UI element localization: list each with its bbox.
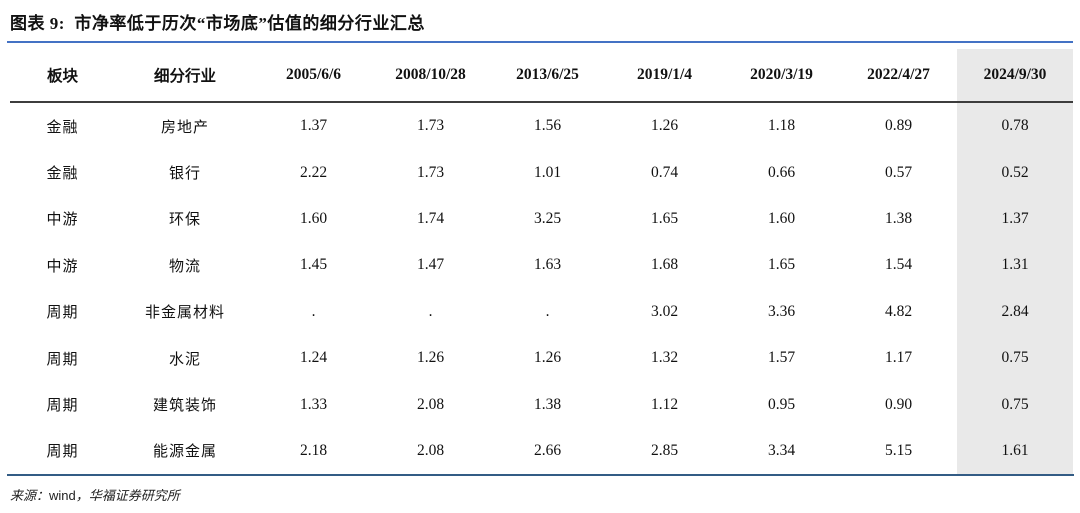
industry-cell: 非金属材料 bbox=[144, 305, 225, 322]
table-row: 周期 非金属材料... 3.02 3.36 4.82 2.84 bbox=[10, 288, 1073, 335]
value-cell: 1.60 bbox=[767, 209, 796, 227]
value-cell: 1.38 bbox=[884, 209, 913, 227]
value-cell: 3.34 bbox=[767, 441, 796, 459]
value-cell: 1.26 bbox=[533, 349, 562, 367]
industry-cell: 物流 bbox=[168, 258, 201, 275]
table-row: 金融 银行 2.22 1.73 1.01 0.74 0.66 0.57 0.52 bbox=[10, 149, 1073, 196]
sector-cell: 金融 bbox=[46, 119, 79, 136]
table-header-row: 板块 细分行业 2005/6/6 2008/10/28 2013/6/25 2019/1/… bbox=[10, 49, 1073, 103]
header-cell: 板块 bbox=[46, 68, 78, 85]
table-row: 中游 物流 1.45 1.47 1.63 1.68 1.65 1.54 1.31 bbox=[10, 242, 1073, 289]
value-cell: 1.17 bbox=[884, 349, 913, 367]
value-cell: 0.89 bbox=[884, 117, 913, 135]
value-cell: 1.32 bbox=[650, 349, 679, 367]
source-note: 来源：wind，华福证券研究所 bbox=[10, 485, 1080, 504]
industry-cell: 房地产 bbox=[160, 119, 209, 136]
value-cell: 1.57 bbox=[767, 349, 796, 367]
value-cell: 2.08 bbox=[416, 395, 445, 413]
value-cell: 0.78 bbox=[957, 103, 1073, 150]
header-cell: 2024/9/30 bbox=[957, 49, 1073, 101]
industry-cell: 建筑装饰 bbox=[152, 398, 217, 415]
value-cell: 0.74 bbox=[650, 163, 679, 181]
sector-cell: 周期 bbox=[46, 398, 79, 415]
value-cell: 1.63 bbox=[533, 256, 562, 274]
value-cell: 1.37 bbox=[299, 117, 328, 135]
source-institute: ，华福证券研究所 bbox=[75, 488, 180, 504]
value-cell: 1.12 bbox=[650, 395, 679, 413]
value-cell: 1.73 bbox=[416, 117, 445, 135]
value-cell: . bbox=[545, 302, 550, 320]
source-vendor: wind bbox=[49, 488, 76, 504]
value-cell: 1.37 bbox=[957, 195, 1073, 243]
value-cell: . bbox=[311, 302, 316, 320]
header-cell: 2022/4/27 bbox=[867, 66, 930, 83]
sector-cell: 周期 bbox=[46, 305, 79, 322]
sector-cell: 周期 bbox=[46, 444, 79, 461]
sector-cell: 周期 bbox=[46, 351, 79, 368]
value-cell: 1.65 bbox=[650, 209, 679, 227]
header-cell: 细分行业 bbox=[153, 68, 216, 85]
value-cell: 3.36 bbox=[767, 302, 796, 320]
value-cell: 0.95 bbox=[767, 395, 796, 413]
sector-cell: 金融 bbox=[46, 166, 79, 183]
value-cell: 1.33 bbox=[299, 395, 328, 413]
header-cell: 2020/3/19 bbox=[750, 66, 813, 83]
industry-cell: 银行 bbox=[168, 166, 201, 183]
value-cell: 1.38 bbox=[533, 395, 562, 413]
header-cell: 2019/1/4 bbox=[636, 66, 693, 83]
value-cell: 2.08 bbox=[416, 441, 445, 459]
value-cell: 1.47 bbox=[416, 256, 445, 274]
value-cell: 1.74 bbox=[416, 209, 445, 227]
value-cell: 2.18 bbox=[299, 441, 328, 459]
value-cell: 0.75 bbox=[957, 334, 1073, 382]
sector-cell: 中游 bbox=[46, 258, 79, 275]
value-cell: 0.66 bbox=[767, 163, 796, 181]
value-cell: 1.26 bbox=[416, 349, 445, 367]
value-cell: 1.31 bbox=[957, 242, 1073, 289]
table-body: 金融 房地产 1.37 1.73 1.56 1.26 1.18 0.89 0.78 金融 银行 2.2… bbox=[10, 103, 1073, 475]
value-cell: 1.54 bbox=[884, 256, 913, 274]
pb-ratio-table: 板块 细分行业 2005/6/6 2008/10/28 2013/6/25 2019/1/… bbox=[10, 49, 1073, 475]
value-cell: 3.25 bbox=[533, 209, 562, 227]
header-cell: 2013/6/25 bbox=[516, 66, 579, 83]
table-row: 金融 房地产 1.37 1.73 1.56 1.26 1.18 0.89 0.78 bbox=[10, 103, 1073, 150]
value-cell: 1.45 bbox=[299, 256, 328, 274]
value-cell: 5.15 bbox=[884, 441, 913, 459]
table-row: 周期 水泥 1.24 1.26 1.26 1.32 1.57 1.17 0.75 bbox=[10, 334, 1073, 382]
table-row: 周期 能源金属 2.18 2.08 2.66 2.85 3.34 5.15 1.61 bbox=[10, 427, 1073, 475]
table-row: 周期 建筑装饰 1.33 2.08 1.38 1.12 0.95 0.90 0.75 bbox=[10, 381, 1073, 428]
value-cell: 0.52 bbox=[957, 149, 1073, 196]
value-cell: 1.26 bbox=[650, 117, 679, 135]
value-cell: 1.61 bbox=[957, 427, 1073, 475]
figure-title: 图表 9: 市净率低于历次“市场底”估值的细分行业汇总 bbox=[10, 14, 425, 33]
value-cell: 0.90 bbox=[884, 395, 913, 413]
value-cell: 2.85 bbox=[650, 441, 679, 459]
value-cell: 1.68 bbox=[650, 256, 679, 274]
title-underline bbox=[7, 41, 1073, 43]
industry-cell: 能源金属 bbox=[152, 444, 217, 461]
value-cell: 1.73 bbox=[416, 163, 445, 181]
sector-cell: 中游 bbox=[46, 212, 79, 229]
industry-cell: 环保 bbox=[168, 212, 201, 229]
value-cell: 1.65 bbox=[767, 256, 796, 274]
value-cell: 1.24 bbox=[299, 349, 328, 367]
source-label: 来源： bbox=[10, 488, 50, 504]
value-cell: 1.56 bbox=[533, 117, 562, 135]
value-cell: 0.75 bbox=[957, 381, 1073, 428]
value-cell: 2.66 bbox=[533, 441, 562, 459]
value-cell: 1.01 bbox=[533, 163, 562, 181]
value-cell: 4.82 bbox=[884, 302, 913, 320]
value-cell: 0.57 bbox=[884, 163, 913, 181]
header-cell: 2005/6/6 bbox=[285, 66, 342, 83]
value-cell: 2.22 bbox=[299, 163, 328, 181]
table-bottom-rule bbox=[7, 474, 1074, 477]
header-cell: 2008/10/28 bbox=[395, 66, 466, 83]
value-cell: 1.18 bbox=[767, 117, 796, 135]
table-row: 中游 环保 1.60 1.74 3.25 1.65 1.60 1.38 1.37 bbox=[10, 195, 1073, 243]
value-cell: 1.60 bbox=[299, 209, 328, 227]
value-cell: 3.02 bbox=[650, 302, 679, 320]
value-cell: 2.84 bbox=[957, 288, 1073, 335]
value-cell: . bbox=[428, 302, 433, 320]
industry-cell: 水泥 bbox=[168, 351, 201, 368]
